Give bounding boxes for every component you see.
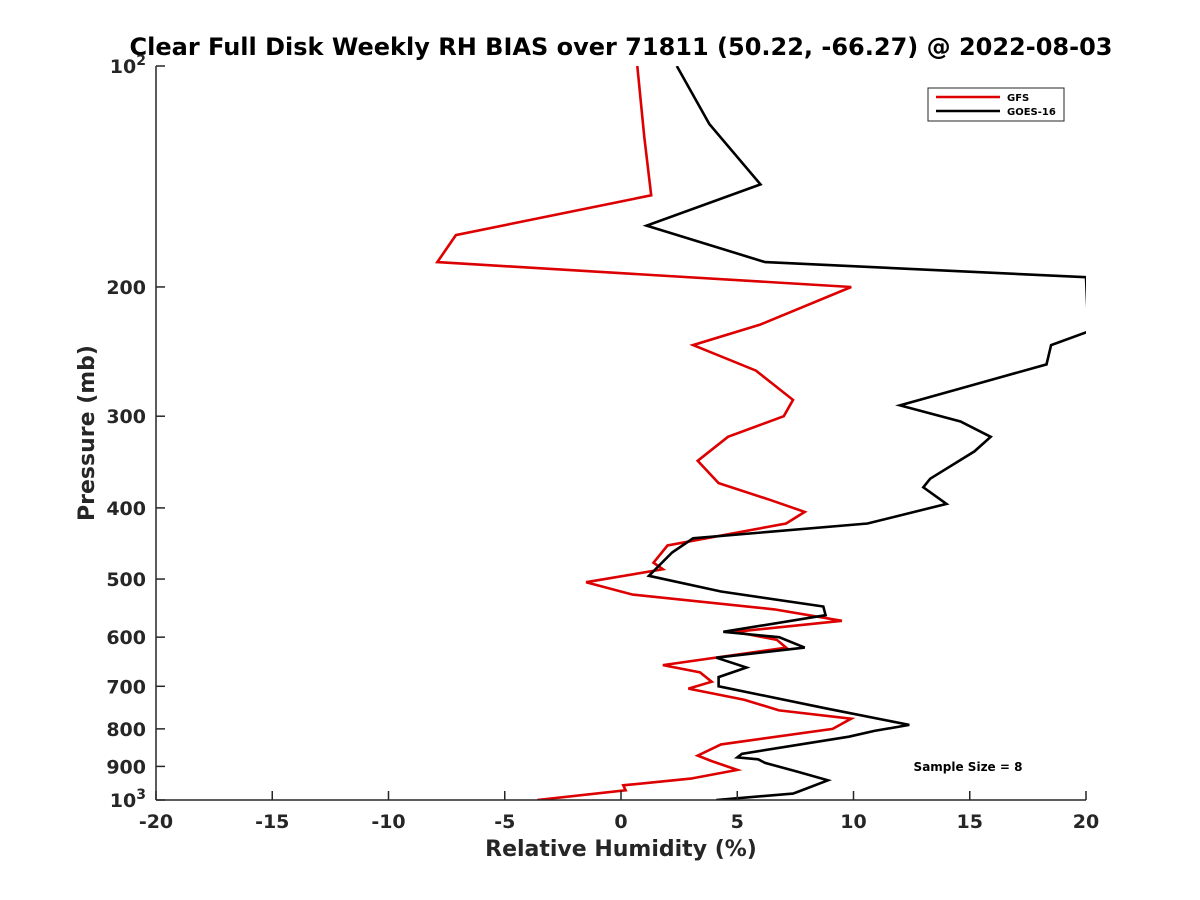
- x-axis-label: Relative Humidity (%): [485, 837, 757, 862]
- x-tick-label: 15: [957, 811, 983, 833]
- y-tick-label: 800: [106, 719, 146, 741]
- y-tick-label: 200: [106, 277, 146, 299]
- x-ticks: -20 -15 -10 -5 0 5 10 15 20: [139, 791, 1099, 833]
- y-tick-label: 102: [110, 53, 146, 78]
- x-tick-label: -20: [139, 811, 173, 833]
- y-tick-label: 300: [106, 406, 146, 428]
- x-tick-label: 0: [614, 811, 627, 833]
- y-tick-label: 500: [106, 569, 146, 591]
- y-ticks: 102 200 300 400 500 600 700 800 900 103: [106, 53, 165, 812]
- x-tick-label: 20: [1073, 811, 1099, 833]
- legend-label-goes16: GOES-16: [1007, 107, 1056, 118]
- x-tick-label: -15: [255, 811, 289, 833]
- x-tick-label: -5: [494, 811, 515, 833]
- series-line-gfs: [434, 66, 856, 800]
- chart-title: Clear Full Disk Weekly RH BIAS over 7181…: [130, 33, 1113, 61]
- y-tick-label: 900: [106, 756, 146, 778]
- sample-size-annotation: Sample Size = 8: [914, 760, 1023, 774]
- legend-label-gfs: GFS: [1007, 93, 1029, 104]
- y-tick-label: 600: [106, 627, 146, 649]
- series-layer: [434, 66, 1086, 800]
- y-axis-label: Pressure (mb): [75, 345, 100, 521]
- plot-area: [156, 66, 1086, 800]
- x-tick-label: 10: [840, 811, 866, 833]
- series-line-goes16: [642, 66, 1086, 800]
- y-tick-label: 700: [106, 676, 146, 698]
- legend: GFS GOES-16: [927, 87, 1065, 122]
- legend-box: [927, 87, 1065, 122]
- y-tick-label: 400: [106, 498, 146, 520]
- x-tick-label: 5: [731, 811, 744, 833]
- x-tick-label: -10: [371, 811, 405, 833]
- y-tick-label: 103: [110, 787, 146, 812]
